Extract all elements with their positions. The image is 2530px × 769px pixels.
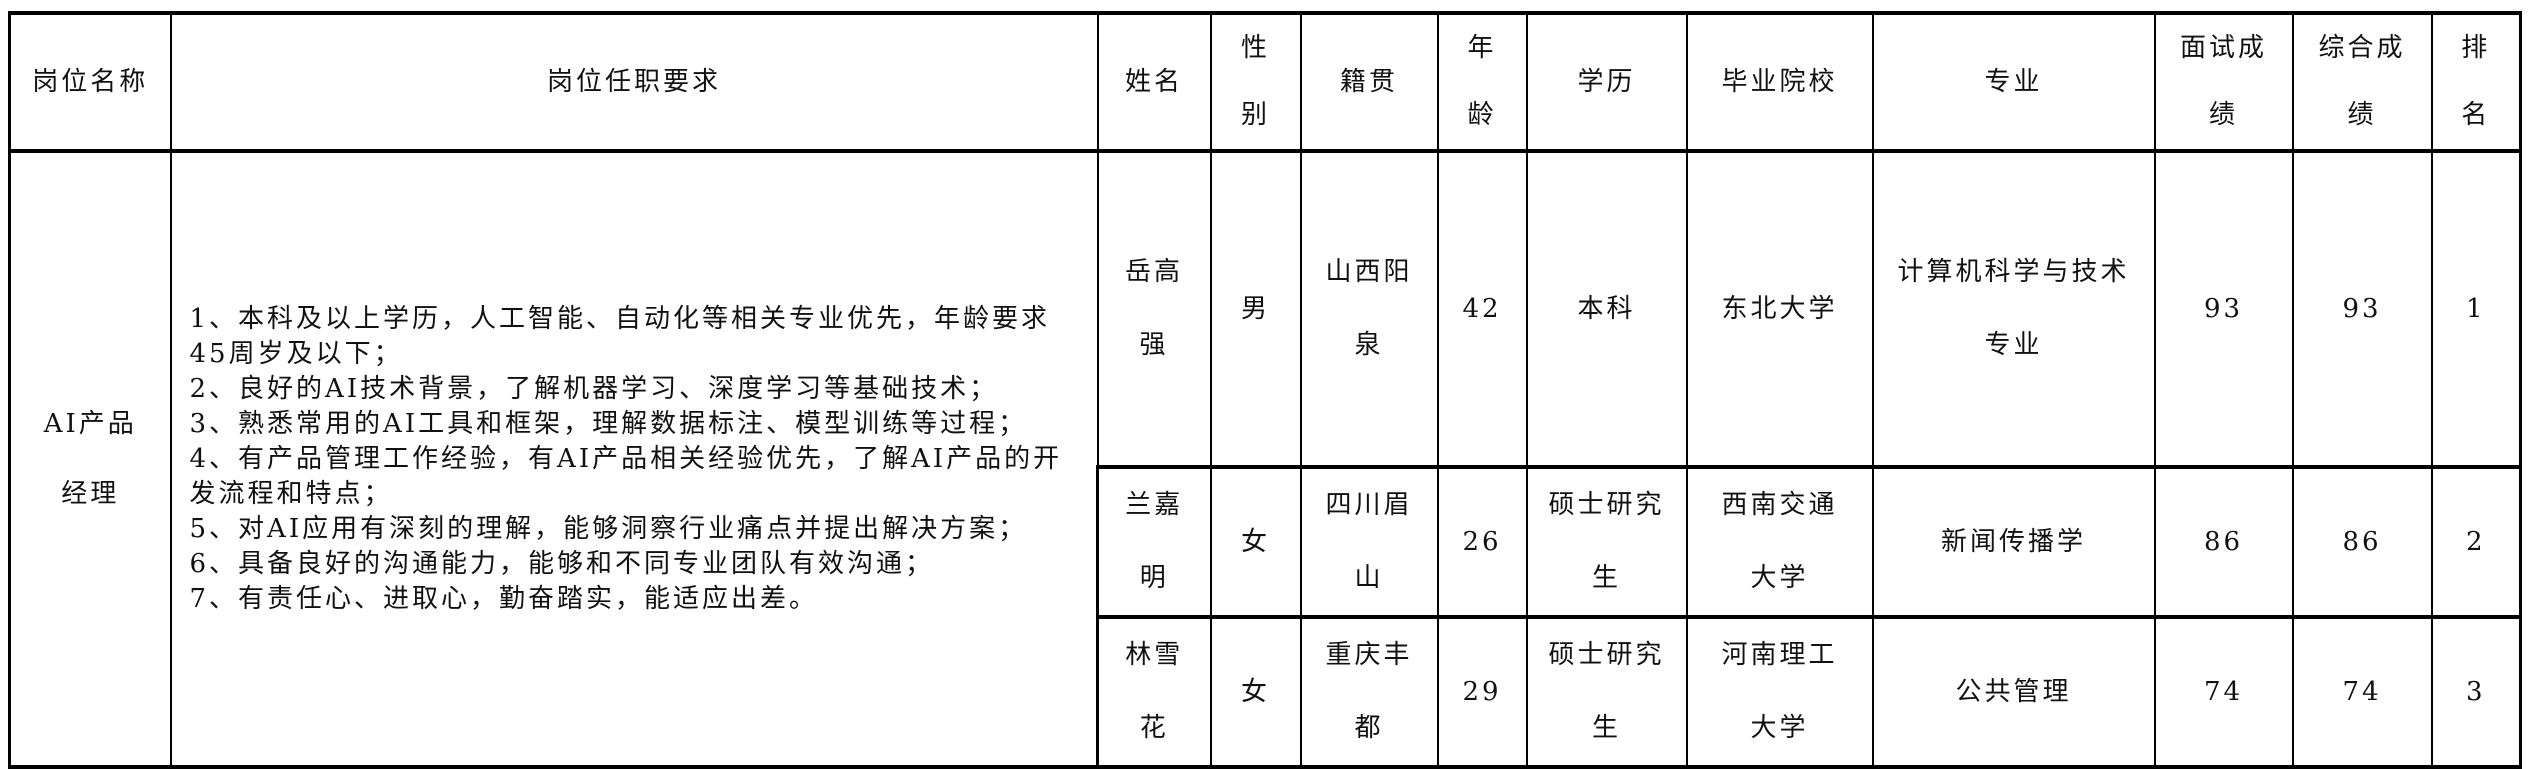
table-row: 林雪花 女 重庆丰都 29 硕士研究生 河南理工大学 公共管理 74 74 3 xyxy=(10,615,2522,768)
school-cell: 河南理工大学 xyxy=(1685,615,1874,768)
school-cell: 东北大学 xyxy=(1685,150,1874,468)
major-cell: 新闻传播学 xyxy=(1871,465,2156,618)
header-gender: 性别 xyxy=(1209,12,1302,153)
requirement-item: 6、具备良好的沟通能力，能够和不同专业团队有效沟通； xyxy=(189,548,935,579)
name-cell: 兰嘉明 xyxy=(1096,465,1212,618)
table-row: 兰嘉明 女 四川眉山 26 硕士研究生 西南交通大学 新闻传播学 86 86 2 xyxy=(10,465,2522,618)
rank-cell: 2 xyxy=(2430,465,2522,618)
name-cell: 林雪花 xyxy=(1096,615,1212,768)
total-score-cell: 86 xyxy=(2291,465,2433,618)
header-major: 专业 xyxy=(1871,12,2156,153)
header-position: 岗位名称 xyxy=(8,12,172,153)
requirements-cell: 1、本科及以上学历，人工智能、自动化等相关专业优先，年龄要求45周岁及以下； 2… xyxy=(169,150,1099,768)
gender-cell: 女 xyxy=(1209,615,1302,768)
age-cell: 29 xyxy=(1436,615,1528,768)
header-requirements: 岗位任职要求 xyxy=(169,12,1099,153)
rank-cell: 1 xyxy=(2430,150,2522,468)
education-cell: 硕士研究生 xyxy=(1525,465,1688,618)
recruitment-results-table: 岗位名称 岗位任职要求 姓名 性别 籍贯 年龄 学历 毕业院校 专业 面试成绩 … xyxy=(8,11,2522,769)
requirement-item: 1、本科及以上学历，人工智能、自动化等相关专业优先，年龄要求45周岁及以下； xyxy=(189,303,1051,369)
total-score-cell: 74 xyxy=(2291,615,2433,768)
major-cell: 公共管理 xyxy=(1871,615,2156,768)
requirement-item: 5、对AI应用有深刻的理解，能够洞察行业痛点并提出解决方案； xyxy=(189,513,1028,544)
origin-cell: 重庆丰都 xyxy=(1299,615,1439,768)
header-school: 毕业院校 xyxy=(1685,12,1874,153)
origin-cell: 四川眉山 xyxy=(1299,465,1439,618)
requirement-item: 2、良好的AI技术背景，了解机器学习、深度学习等基础技术； xyxy=(189,373,999,404)
header-total-score: 综合成绩 xyxy=(2291,12,2433,153)
header-rank: 排名 xyxy=(2430,12,2522,153)
education-cell: 硕士研究生 xyxy=(1525,615,1688,768)
origin-cell: 山西阳泉 xyxy=(1299,150,1439,468)
education-cell: 本科 xyxy=(1525,150,1688,468)
requirement-item: 4、有产品管理工作经验，有AI产品相关经验优先，了解AI产品的开发流程和特点； xyxy=(189,443,1063,509)
header-education: 学历 xyxy=(1525,12,1688,153)
requirement-item: 7、有责任心、进取心，勤奋踏实，能适应出差。 xyxy=(189,583,819,614)
position-cell: AI产品经理 xyxy=(8,150,172,768)
interview-score-cell: 93 xyxy=(2153,150,2294,468)
major-cell: 计算机科学与技术专业 xyxy=(1871,150,2156,468)
table-row: AI产品经理 1、本科及以上学历，人工智能、自动化等相关专业优先，年龄要求45周… xyxy=(8,150,2522,768)
requirement-item: 3、熟悉常用的AI工具和框架，理解数据标注、模型训练等过程； xyxy=(189,408,1028,439)
header-name: 姓名 xyxy=(1096,12,1212,153)
school-cell: 西南交通大学 xyxy=(1685,465,1874,618)
name-cell: 岳高强 xyxy=(1096,150,1212,468)
gender-cell: 男 xyxy=(1209,150,1302,468)
rank-cell: 3 xyxy=(2430,615,2522,768)
header-interview-score: 面试成绩 xyxy=(2153,12,2294,153)
interview-score-cell: 86 xyxy=(2153,465,2294,618)
age-cell: 42 xyxy=(1436,150,1528,468)
header-origin: 籍贯 xyxy=(1299,12,1439,153)
age-cell: 26 xyxy=(1436,465,1528,618)
gender-cell: 女 xyxy=(1209,465,1302,618)
interview-score-cell: 74 xyxy=(2153,615,2294,768)
total-score-cell: 93 xyxy=(2291,150,2433,468)
header-row: 岗位名称 岗位任职要求 姓名 性别 籍贯 年龄 学历 毕业院校 专业 面试成绩 … xyxy=(8,12,2522,153)
header-age: 年龄 xyxy=(1436,12,1528,153)
